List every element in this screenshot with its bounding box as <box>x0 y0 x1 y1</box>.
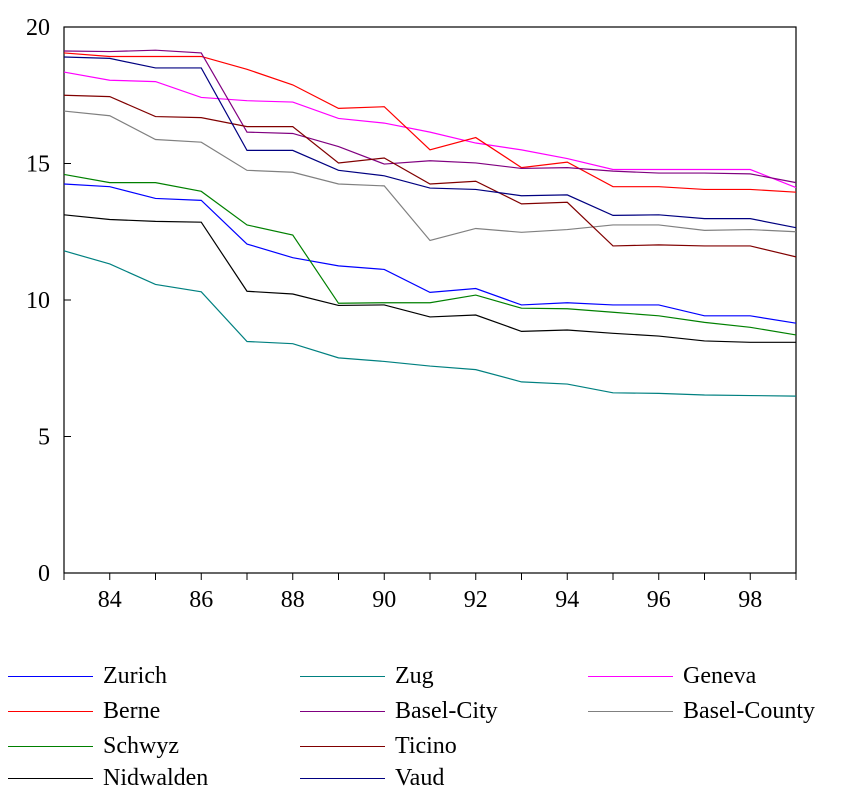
x-tick-label: 88 <box>281 587 305 613</box>
plot-frame <box>63 26 797 574</box>
x-tick-label: 98 <box>738 587 762 613</box>
series-line-berne <box>63 52 797 193</box>
x-tick-label: 92 <box>464 587 488 613</box>
series-line-vaud <box>63 56 797 229</box>
x-tick-label: 86 <box>189 587 213 613</box>
x-tick-label: 84 <box>98 587 122 613</box>
tick-layer: 84 86 88 90 92 94 96 98 0 5 10 15 20 <box>26 15 797 613</box>
series-line-ticino <box>63 94 797 258</box>
series-line-basel-city <box>63 49 797 184</box>
series-line-nidwalden <box>63 214 796 343</box>
x-tick-label: 94 <box>555 587 579 613</box>
series-line-geneva <box>63 71 797 189</box>
y-tick-label: 5 <box>38 425 50 451</box>
x-tick-label: 90 <box>372 587 396 613</box>
y-tick-label: 10 <box>26 288 50 314</box>
y-tick-label: 20 <box>26 15 50 41</box>
series-line-zug <box>63 250 797 397</box>
series-line-zurich <box>63 183 797 324</box>
series-line-schwyz <box>63 173 797 336</box>
x-tick-label: 96 <box>647 587 671 613</box>
series-layer <box>63 49 797 397</box>
y-tick-label: 0 <box>38 561 50 587</box>
y-tick-label: 15 <box>26 152 50 178</box>
series-line-basel-county <box>63 110 797 242</box>
